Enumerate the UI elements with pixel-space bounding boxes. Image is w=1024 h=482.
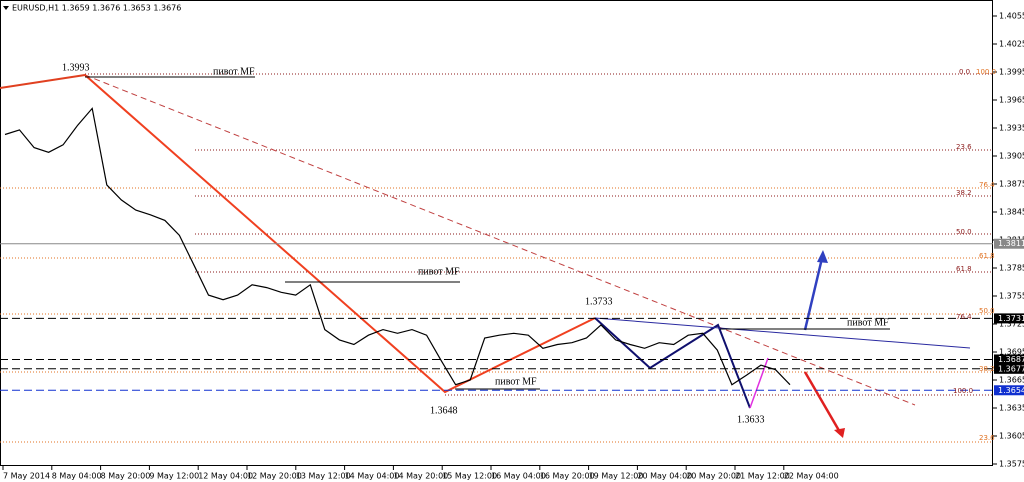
x-tick-label: 7 May 2014 [3, 472, 50, 481]
y-tick-label: 1.3725 [999, 320, 1024, 329]
x-tick-label: 16 May 20:00 [540, 472, 595, 481]
x-tick-label: 9 May 12:00 [149, 472, 199, 481]
fib-label: 61.8 [979, 252, 995, 260]
fib-label: 23.6 [979, 434, 995, 442]
price-label: 1.3654 [998, 386, 1024, 395]
pivot-label: пивот MF [495, 376, 537, 387]
x-tick-label: 12 May 20:00 [247, 472, 302, 481]
x-tick-label: 20 May 20:00 [686, 472, 741, 481]
price-label-box [994, 313, 1024, 324]
price-label: 1.3811 [998, 239, 1024, 248]
y-tick-label: 1.3755 [999, 292, 1024, 301]
y-tick-label: 1.4055 [999, 12, 1024, 21]
fib-label: 76.4 [956, 313, 972, 321]
x-tick-label: 16 May 04:00 [491, 472, 546, 481]
pivot-label: пивот MF [847, 317, 889, 328]
fib-label: 50.0 [956, 228, 972, 236]
plot-frame [0, 0, 993, 466]
price-label-box [994, 238, 1024, 249]
y-tick-label: 1.3695 [999, 348, 1024, 357]
x-tick-label: 20 May 04:00 [637, 472, 692, 481]
pivot-label: пивот MF [418, 266, 460, 277]
price-label: 1.3687 [998, 355, 1024, 364]
y-tick-label: 1.3965 [999, 96, 1024, 105]
fib-label: 76.4 [979, 181, 995, 189]
menu-arrow [3, 6, 9, 10]
x-tick-label: 22 May 04:00 [784, 472, 839, 481]
annotation: 1.3648 [430, 405, 458, 416]
x-tick-label: 19 May 12:00 [589, 472, 644, 481]
fib-label: 61.8 [956, 265, 972, 273]
trend-lines [0, 74, 971, 438]
annotation: 1.3733 [585, 296, 613, 307]
pivot-label: пивот MF [213, 66, 255, 77]
x-tick-label: 21 May 12:00 [735, 472, 790, 481]
price-label-box [994, 385, 1024, 396]
x-tick-label: 12 May 04:00 [198, 472, 253, 481]
price-line-series [4, 107, 791, 386]
y-tick-label: 1.3785 [999, 264, 1024, 273]
fib-label: 0.0 [959, 68, 970, 76]
y-tick-label: 1.3665 [999, 376, 1024, 385]
fib-label: 100.0 [976, 68, 996, 76]
fib-label: 50.0 [979, 307, 995, 315]
price-label: 1.3731 [998, 314, 1024, 323]
fib-lines [0, 73, 993, 443]
chart-title: EURUSD,H1 1.3659 1.3676 1.3653 1.3676 [12, 4, 181, 13]
x-tick-label: 8 May 04:00 [52, 472, 102, 481]
y-tick-label: 1.3635 [999, 404, 1024, 413]
fib-label: 100.0 [953, 387, 973, 395]
x-tick-label: 13 May 12:00 [296, 472, 351, 481]
y-tick-label: 1.3845 [999, 208, 1024, 217]
x-tick-label: 14 May 20:00 [393, 472, 448, 481]
annotation: 1.3633 [737, 414, 765, 425]
annotation: 1.3993 [62, 62, 90, 73]
price-label: 1.3677 [998, 364, 1024, 373]
x-tick-label: 8 May 20:00 [101, 472, 151, 481]
x-tick-label: 15 May 12:00 [442, 472, 497, 481]
y-tick-label: 1.3605 [999, 432, 1024, 441]
y-tick-label: 1.4025 [999, 40, 1024, 49]
y-tick-label: 1.3935 [999, 124, 1024, 133]
fib-label: 23.6 [956, 143, 972, 151]
price-label-box [994, 363, 1024, 374]
fib-label: 38.2 [956, 189, 972, 197]
x-tick-label: 14 May 04:00 [345, 472, 400, 481]
fib-label: 38.2 [979, 365, 995, 373]
y-tick-label: 1.3995 [999, 68, 1024, 77]
y-tick-label: 1.3905 [999, 152, 1024, 161]
price-label-box [994, 354, 1024, 365]
y-tick-label: 1.3575 [999, 460, 1024, 469]
y-tick-label: 1.3875 [999, 180, 1024, 189]
